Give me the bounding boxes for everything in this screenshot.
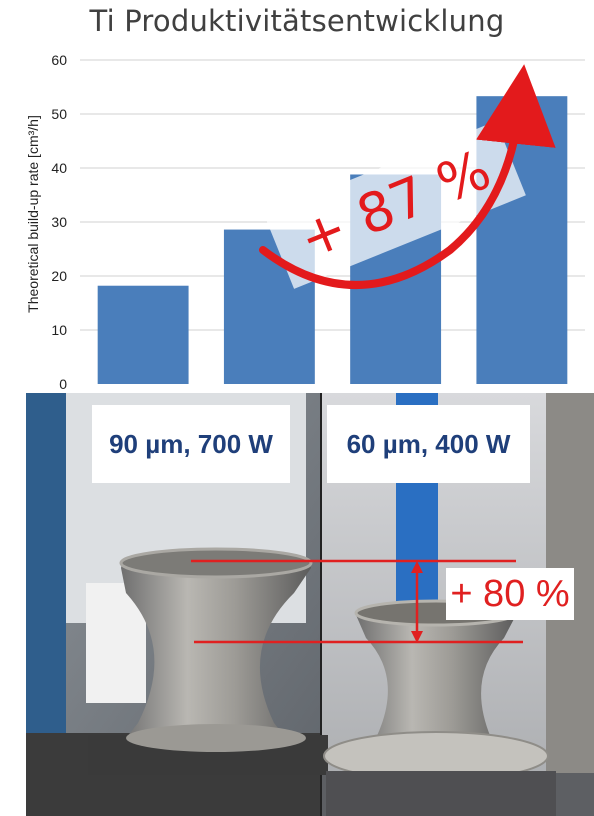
- y-tick-label: 20: [51, 268, 67, 284]
- annotation-band: [264, 121, 526, 289]
- bar: [97, 285, 189, 384]
- right-build-part: [356, 603, 516, 753]
- x-tick-label: 60 µm, 400 W: [226, 390, 314, 392]
- bar-chart: 0 10 20 30 40 50 60 30 µm, 400 W 60 µm, 400 W 60…: [25, 52, 585, 392]
- growth-arrow: [259, 64, 556, 289]
- y-tick-label: 50: [51, 106, 67, 122]
- left-process-label: 90 µm, 700 W: [92, 405, 290, 483]
- y-tick-label: 30: [51, 214, 67, 230]
- chart-title: Ti Produktivitätsentwicklung: [89, 4, 505, 38]
- y-axis-label: Theoretical build-up rate [cm³/h]: [25, 115, 41, 313]
- left-build-part: [121, 551, 311, 738]
- right-process-label: 60 µm, 400 W: [327, 405, 530, 483]
- x-tick-labels: 30 µm, 400 W 60 µm, 400 W 60 µm, 700 W 90 µ…: [99, 390, 566, 392]
- comparison-photo: 90 µm, 700 W 60 µm, 400 W + 80 %: [26, 393, 594, 816]
- y-tick-label: 10: [51, 322, 67, 338]
- y-tick-label: 40: [51, 160, 67, 176]
- x-tick-label: 90 µm, 700 W: [478, 390, 566, 392]
- y-tick-labels: 0 10 20 30 40 50 60: [51, 52, 67, 392]
- height-growth-label: + 80 %: [446, 568, 574, 620]
- x-tick-label: 60 µm, 700 W: [352, 390, 440, 392]
- y-tick-label: 60: [51, 52, 67, 68]
- x-tick-label: 30 µm, 400 W: [99, 390, 187, 392]
- y-tick-label: 0: [59, 376, 67, 392]
